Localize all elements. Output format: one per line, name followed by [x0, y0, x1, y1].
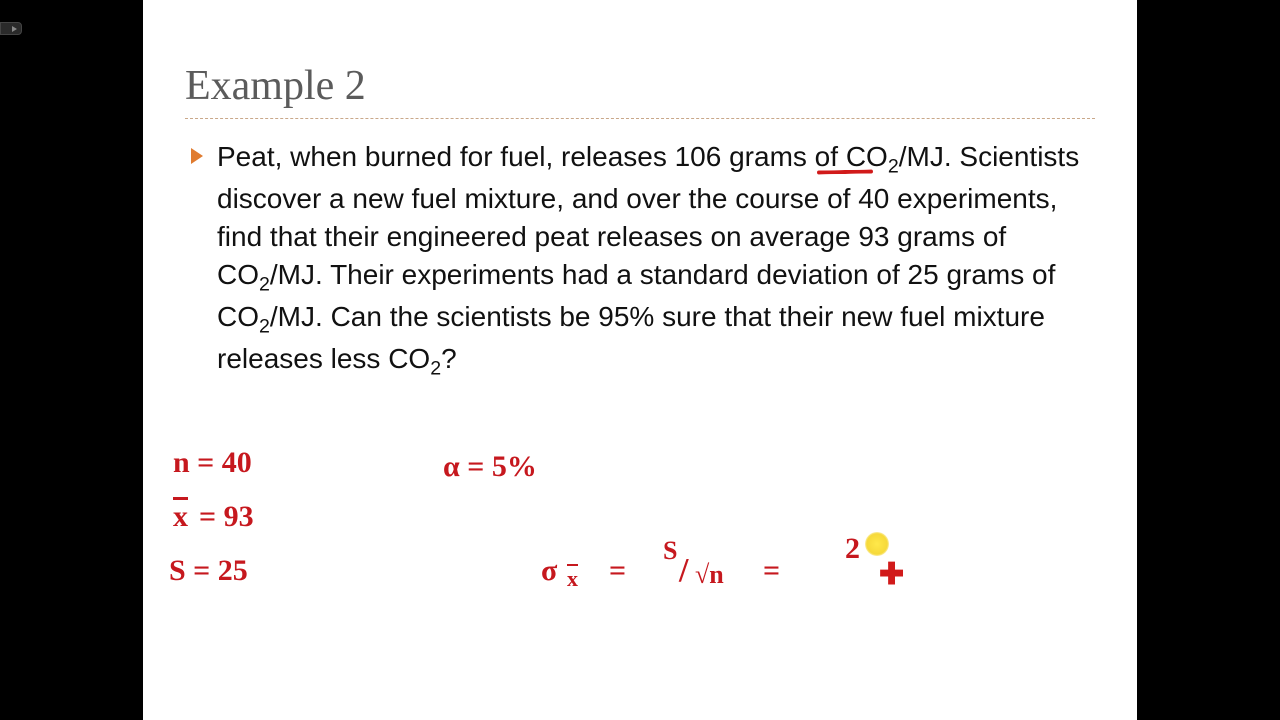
note-frac_s: S: [663, 536, 677, 566]
subscript-2: 2: [259, 273, 270, 295]
note-alpha: α = 5%: [443, 450, 537, 484]
text-seg: Peat, when burned for fuel, releases 106…: [217, 141, 846, 172]
co2: CO: [388, 343, 430, 374]
subscript-2: 2: [888, 156, 899, 178]
co2: CO: [846, 141, 888, 172]
text-seg: ?: [441, 343, 457, 374]
note-eq1: =: [609, 554, 626, 588]
cursor-plus-icon: ✚: [879, 560, 904, 590]
note-two: 2: [845, 532, 860, 566]
mj: /MJ: [899, 141, 944, 172]
slide-title: Example 2: [185, 62, 366, 110]
note-xbar_l: x: [173, 500, 188, 534]
text-seg: . Can the scientists be 95% sure that th…: [217, 301, 1045, 374]
slide: Example 2 Peat, when burned for fuel, re…: [143, 0, 1137, 720]
co2: CO: [217, 259, 259, 290]
side-tab[interactable]: [0, 22, 22, 35]
problem-text: Peat, when burned for fuel, releases 106…: [217, 138, 1087, 382]
note-xbar_r: = 93: [199, 500, 254, 534]
subscript-2: 2: [259, 315, 270, 337]
note-s: S = 25: [169, 554, 248, 588]
video-frame: Example 2 Peat, when burned for fuel, re…: [0, 0, 1280, 720]
title-divider: [185, 118, 1095, 119]
note-eq2: =: [763, 554, 780, 588]
subscript-2: 2: [430, 357, 441, 379]
text-seg: . Their experiments had a standard devia…: [315, 259, 1055, 290]
mj: /MJ: [270, 301, 315, 332]
note-sigma1: σ: [541, 554, 557, 588]
bullet-icon: [191, 148, 203, 164]
note-frac_sl: /: [679, 552, 688, 590]
co2: CO: [217, 301, 259, 332]
cursor-highlight: [865, 532, 889, 556]
note-sigma2: x: [567, 566, 578, 592]
mj: /MJ: [270, 259, 315, 290]
note-n: n = 40: [173, 446, 252, 480]
note-frac_rt: √n: [695, 560, 724, 590]
